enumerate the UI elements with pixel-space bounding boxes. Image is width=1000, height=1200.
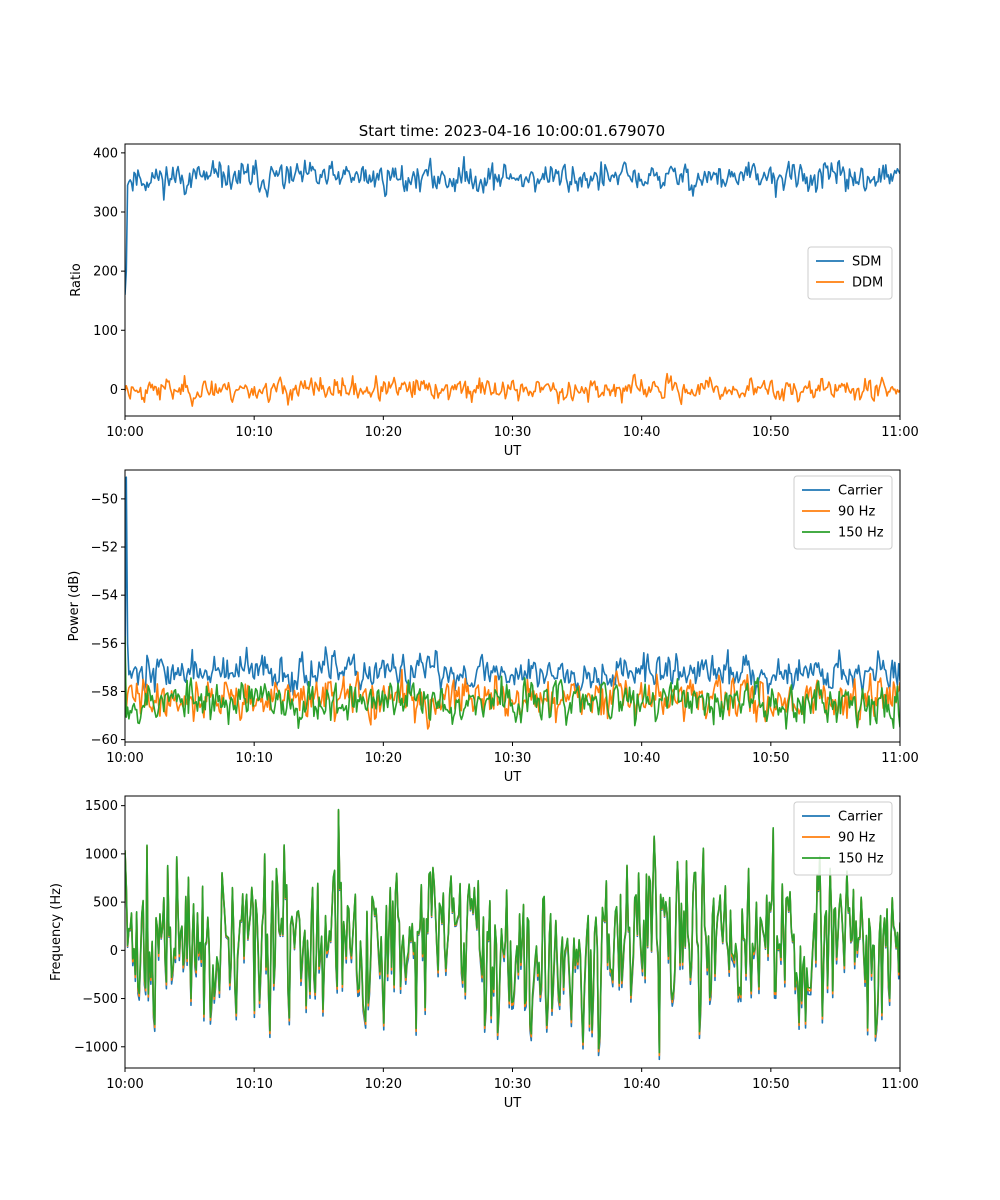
x-tick-label: 10:50 [752,1077,789,1092]
y-tick-label: 1000 [85,847,118,862]
x-tick-label: 10:10 [235,751,272,766]
x-axis-label: UT [504,444,522,459]
x-tick-label: 10:20 [365,425,402,440]
y-tick-label: 1500 [85,799,118,814]
legend: Carrier 90 Hz 150 Hz [793,801,893,876]
x-tick-label: 10:00 [106,1077,143,1092]
series-line-sdm [125,156,900,295]
x-tick-label: 10:50 [752,751,789,766]
legend-entry: SDM [852,255,881,270]
y-tick-label: 0 [110,944,118,959]
x-tick-label: 10:40 [623,751,660,766]
legend-entry: 150 Hz [838,852,884,867]
x-tick-label: 10:00 [106,425,143,440]
x-tick-label: 10:50 [752,425,789,440]
y-tick-label: −56 [91,637,118,652]
x-axis-label: UT [504,770,522,785]
plot-area [125,808,900,1061]
legend-entry: 150 Hz [838,526,884,541]
series-line-90-hz [125,652,900,730]
y-tick-label: −500 [82,992,118,1007]
legend-entry: Carrier [838,484,883,499]
legend-entry: Carrier [838,810,883,825]
figure-title: Start time: 2023-04-16 10:00:01.679070 [359,122,665,140]
x-tick-label: 10:40 [623,425,660,440]
y-tick-label: 100 [93,324,118,339]
y-tick-label: −60 [91,733,118,748]
y-tick-label: −50 [91,492,118,507]
x-tick-label: 11:00 [881,1077,918,1092]
chart-panel-1: 10:00 10:10 10:20 10:30 10:40 10:50 11:00 0 100 2… [69,143,919,459]
x-tick-label: 10:20 [365,1077,402,1092]
y-tick-label: −58 [91,685,118,700]
legend-box [793,801,893,876]
x-axis-label: UT [504,1096,522,1111]
series-line-carrier [125,476,900,696]
legend: SDM DDM [807,246,893,300]
x-tick-label: 10:30 [494,425,531,440]
x-tick-label: 10:30 [494,751,531,766]
y-tick-label: −54 [91,589,118,604]
legend: Carrier 90 Hz 150 Hz [793,475,893,550]
series-line-150-hz [125,808,900,1054]
y-axis-label: Ratio [69,263,84,296]
legend-entry: 90 Hz [838,505,875,520]
legend-entry: DDM [852,276,883,291]
x-tick-label: 10:30 [494,1077,531,1092]
y-tick-label: −52 [91,541,118,556]
series-line-150-hz [125,636,900,730]
x-tick-label: 10:20 [365,751,402,766]
legend-entry: 90 Hz [838,831,875,846]
chart-panel-3: 10:00 10:10 10:20 10:30 10:40 10:50 11:00 −1000… [49,795,919,1111]
series-line-ddm [125,372,900,407]
y-tick-label: 300 [93,206,118,221]
x-tick-label: 10:10 [235,425,272,440]
y-tick-label: 500 [93,896,118,911]
y-tick-label: 0 [110,383,118,398]
y-axis-label: Frequency (Hz) [49,883,64,981]
y-axis-label: Power (dB) [67,571,82,642]
panels: 10:00 10:10 10:20 10:30 10:40 10:50 11:00 0 100 2… [49,143,919,1111]
y-tick-label: 200 [93,265,118,280]
y-tick-label: −1000 [74,1040,118,1055]
x-tick-label: 10:40 [623,1077,660,1092]
plot-area [125,476,900,730]
legend-box [807,246,893,300]
legend-box [793,475,893,550]
y-tick-label: 400 [93,146,118,161]
x-tick-label: 11:00 [881,425,918,440]
x-tick-label: 11:00 [881,751,918,766]
chart-panel-2: 10:00 10:10 10:20 10:30 10:40 10:50 11:00 −60 −5… [67,469,919,785]
x-tick-label: 10:10 [235,1077,272,1092]
x-tick-label: 10:00 [106,751,143,766]
plot-area [125,156,900,407]
